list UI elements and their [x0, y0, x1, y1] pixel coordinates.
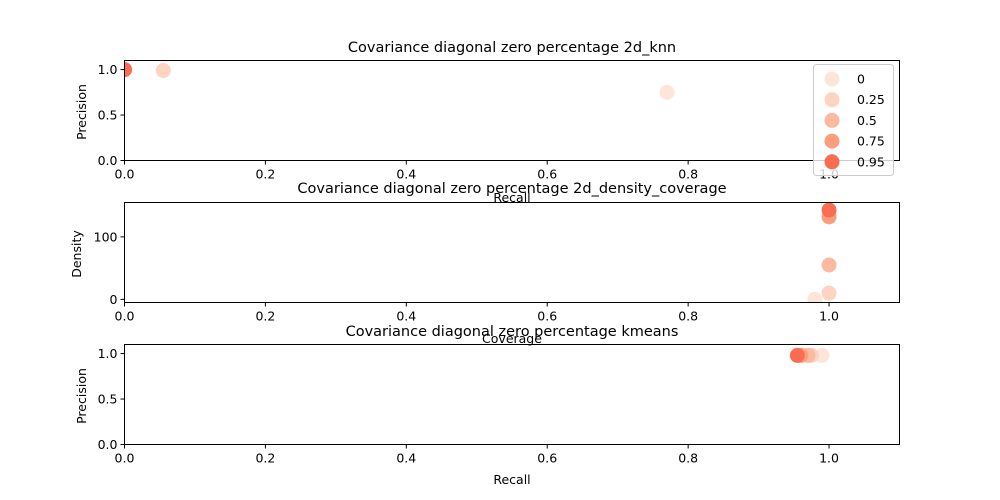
legend-label: 0 — [857, 72, 865, 87]
x-axis-label: Coverage — [482, 331, 542, 346]
x-tick-label: 0.8 — [678, 309, 698, 324]
chart-panel-density-coverage: 0.0 0.2 0.4 0.6 0.8 1.0 0 100 Covariance diago… — [69, 181, 900, 346]
y-tick-label: 0 — [110, 292, 118, 307]
x-tick-label: 0.0 — [115, 167, 135, 182]
y-tick-label: 1.0 — [98, 62, 118, 77]
chart-title: Covariance diagonal zero percentage 2d_k… — [348, 40, 676, 56]
y-tick-label: 0.0 — [98, 437, 118, 452]
legend-marker — [824, 92, 840, 108]
x-tick-label: 0.4 — [396, 167, 416, 182]
y-ticks: 0.0 0.5 1.0 — [98, 346, 125, 452]
x-tick-label: 0.2 — [255, 167, 275, 182]
x-tick-label: 0.8 — [678, 451, 698, 466]
x-tick-label: 0.0 — [115, 309, 135, 324]
legend-label: 0.75 — [857, 134, 885, 149]
plot-frame — [124, 344, 900, 445]
x-tick-label: 0.2 — [255, 309, 275, 324]
chart-title: Covariance diagonal zero percentage kmea… — [346, 324, 679, 340]
chart-panel-kmeans: 0.0 0.2 0.4 0.6 0.8 1.0 0.0 0.5 1.0 Covariance … — [74, 324, 900, 487]
x-ticks: 0.0 0.2 0.4 0.6 0.8 1.0 — [115, 444, 839, 466]
scatter-marks — [124, 62, 675, 100]
x-tick-label: 0.4 — [396, 309, 416, 324]
scatter-point — [659, 84, 675, 100]
scatter-point — [821, 257, 837, 273]
x-tick-label: 1.0 — [819, 451, 839, 466]
x-tick-label: 0.2 — [255, 451, 275, 466]
scatter-point — [807, 291, 823, 303]
y-tick-label: 100 — [94, 229, 118, 244]
x-tick-label: 0.8 — [678, 167, 698, 182]
legend-marker — [824, 112, 840, 128]
plot-frame — [124, 202, 900, 303]
y-tick-label: 1.0 — [98, 346, 118, 361]
scatter-point — [821, 202, 837, 218]
scatter-marks — [807, 202, 837, 303]
x-tick-label: 0.6 — [537, 167, 557, 182]
x-axis-label: Recall — [493, 472, 530, 487]
y-ticks: 0.0 0.5 1.0 — [98, 62, 125, 168]
scatter-point — [124, 62, 132, 78]
legend: 0 0.25 0.5 0.75 0.95 — [813, 64, 894, 176]
x-tick-label: 0.6 — [537, 451, 557, 466]
legend-label: 0.25 — [857, 92, 885, 107]
scatter-marks — [789, 347, 830, 363]
x-axis-label: Recall — [493, 190, 530, 205]
chart-title: Covariance diagonal zero percentage 2d_d… — [297, 181, 726, 197]
x-ticks: 0.00.20.40.60.81.0 — [115, 160, 839, 182]
x-tick-label: 0.6 — [537, 309, 557, 324]
chart-panel-knn: 0.0 0.2 0.4 0.6 0.8 1.0 0.0 0.5 1.0 Covariance … — [74, 40, 900, 205]
y-axis-label: Precision — [74, 368, 89, 424]
y-tick-label: 0.0 — [98, 153, 118, 168]
y-axis-label: Density — [69, 230, 84, 278]
legend-marker — [824, 71, 840, 87]
y-ticks: 0 100 — [94, 229, 125, 307]
x-tick-label: 0.4 — [396, 451, 416, 466]
scatter-point — [814, 347, 830, 363]
x-tick-label: 1.0 — [819, 309, 839, 324]
legend-label: 0.5 — [857, 113, 877, 128]
legend-marker — [824, 133, 840, 149]
scatter-point — [821, 285, 837, 301]
y-tick-label: 0.5 — [98, 392, 118, 407]
x-ticks: 0.0 0.2 0.4 0.6 0.8 1.0 — [115, 302, 839, 324]
legend-marker — [824, 154, 840, 170]
legend-label: 0.95 — [857, 154, 885, 169]
y-tick-label: 0.5 — [98, 108, 118, 123]
x-tick-label: 0.0 — [115, 451, 135, 466]
y-axis-label: Precision — [74, 84, 89, 140]
scatter-point — [155, 63, 171, 78]
plot-frame — [124, 60, 900, 161]
scatter-point — [789, 347, 805, 363]
